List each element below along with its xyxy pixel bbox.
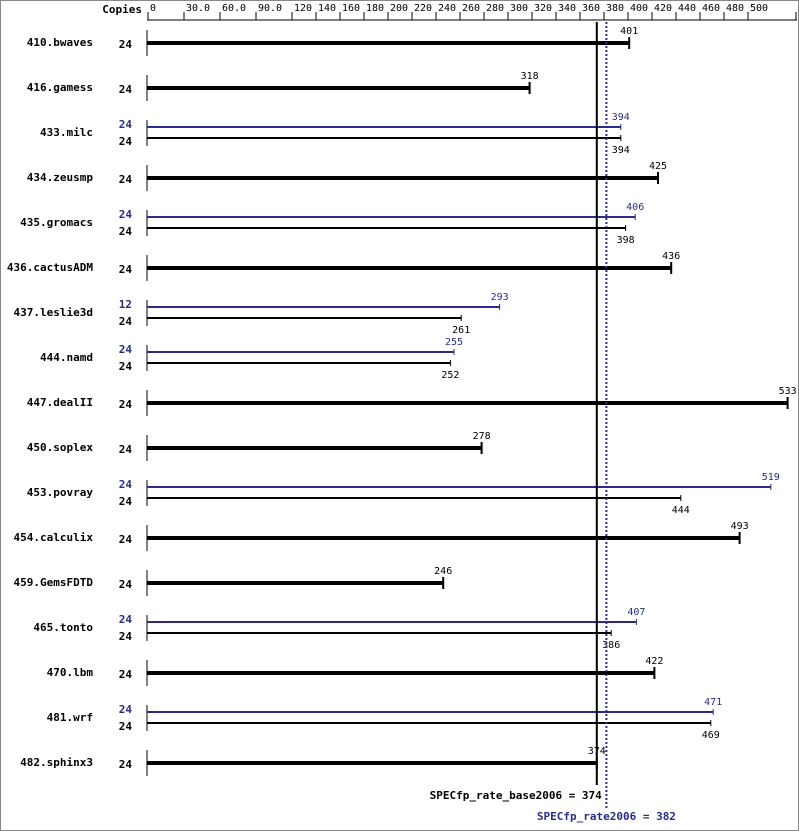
peak-copies: 24 (119, 613, 133, 626)
benchmark-name: 459.GemsFDTD (14, 576, 94, 589)
x-tick-label: 300 (510, 3, 528, 14)
base-label: 425 (649, 161, 667, 172)
base-copies: 24 (119, 263, 133, 276)
x-tick-label: 380 (606, 3, 624, 14)
x-tick-label: 260 (462, 3, 480, 14)
x-tick-label: 440 (678, 3, 696, 14)
peak-copies: 24 (119, 478, 133, 491)
peak-label: 293 (491, 292, 509, 303)
peak-copies: 24 (119, 118, 133, 131)
base-copies: 24 (119, 360, 133, 373)
x-tick-label: 320 (534, 3, 552, 14)
base-label: 422 (645, 656, 663, 667)
x-tick-label: 340 (558, 3, 576, 14)
x-tick-label: 120 (294, 3, 312, 14)
x-tick-label: 480 (726, 3, 744, 14)
base-label: 398 (617, 235, 635, 246)
benchmark-name: 433.milc (40, 126, 93, 139)
peak-copies: 24 (119, 208, 133, 221)
benchmark-name: 434.zeusmp (27, 171, 94, 184)
base-mean-label: SPECfp_rate_base2006 = 374 (430, 789, 603, 802)
base-label: 261 (452, 325, 470, 336)
benchmark-name: 437.leslie3d (14, 306, 93, 319)
x-tick-label: 500 (750, 3, 768, 14)
benchmark-name: 450.soplex (27, 441, 94, 454)
base-label: 386 (602, 640, 620, 651)
base-copies: 24 (119, 720, 133, 733)
benchmark-name: 454.calculix (14, 531, 94, 544)
benchmark-name: 447.dealII (27, 396, 93, 409)
benchmark-name: 436.cactusADM (7, 261, 93, 274)
x-tick-label: 140 (318, 3, 336, 14)
peak-copies: 24 (119, 343, 133, 356)
base-copies: 24 (119, 315, 133, 328)
base-label: 436 (662, 251, 680, 262)
base-label: 394 (612, 145, 630, 156)
base-label: 533 (779, 386, 797, 397)
benchmark-name: 444.namd (40, 351, 93, 364)
x-tick-label: 180 (366, 3, 384, 14)
base-label: 252 (441, 370, 459, 381)
base-copies: 24 (119, 758, 133, 771)
x-tick-label: 90.0 (258, 3, 282, 14)
base-copies: 24 (119, 38, 133, 51)
benchmark-name: 465.tonto (33, 621, 93, 634)
base-label: 469 (702, 730, 720, 741)
base-label: 278 (473, 431, 491, 442)
peak-copies: 12 (119, 298, 132, 311)
base-label: 318 (521, 71, 539, 82)
x-tick-label: 200 (390, 3, 408, 14)
base-copies: 24 (119, 533, 133, 546)
x-tick-label: 460 (702, 3, 720, 14)
peak-label: 255 (445, 337, 463, 348)
base-copies: 24 (119, 495, 133, 508)
benchmark-name: 482.sphinx3 (20, 756, 93, 769)
base-copies: 24 (119, 173, 133, 186)
base-label: 444 (672, 505, 690, 516)
x-tick-label: 360 (582, 3, 600, 14)
base-copies: 24 (119, 135, 133, 148)
benchmark-name: 416.gamess (27, 81, 93, 94)
base-copies: 24 (119, 83, 133, 96)
x-tick-label: 280 (486, 3, 504, 14)
peak-label: 406 (626, 202, 644, 213)
x-tick-label: 60.0 (222, 3, 246, 14)
x-tick-label: 220 (414, 3, 432, 14)
peak-label: 519 (762, 472, 780, 483)
peak-mean-label: SPECfp_rate2006 = 382 (537, 810, 676, 823)
x-tick-label: 30.0 (186, 3, 210, 14)
base-copies: 24 (119, 578, 133, 591)
base-copies: 24 (119, 443, 133, 456)
peak-copies: 24 (119, 703, 133, 716)
benchmark-name: 435.gromacs (20, 216, 93, 229)
base-copies: 24 (119, 630, 133, 643)
x-tick-label: 420 (654, 3, 672, 14)
base-copies: 24 (119, 668, 133, 681)
x-tick-label: 160 (342, 3, 360, 14)
base-label: 246 (434, 566, 452, 577)
benchmark-name: 453.povray (27, 486, 94, 499)
benchmark-name: 470.lbm (47, 666, 94, 679)
base-label: 401 (620, 26, 638, 37)
x-tick-label: 240 (438, 3, 456, 14)
peak-label: 407 (627, 607, 645, 618)
base-copies: 24 (119, 398, 133, 411)
x-tick-label: 400 (630, 3, 648, 14)
base-copies: 24 (119, 225, 133, 238)
benchmark-name: 481.wrf (47, 711, 93, 724)
benchmark-name: 410.bwaves (27, 36, 93, 49)
x-tick-label: 0 (150, 3, 156, 14)
base-label: 493 (731, 521, 749, 532)
copies-header: Copies (102, 3, 142, 16)
peak-label: 394 (612, 112, 630, 123)
peak-label: 471 (704, 697, 722, 708)
